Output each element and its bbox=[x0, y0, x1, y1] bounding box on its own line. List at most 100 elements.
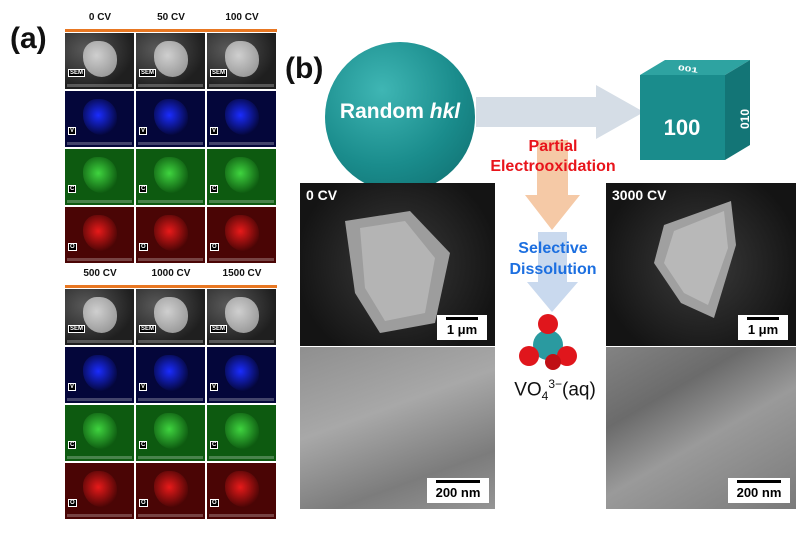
particle-blob bbox=[154, 41, 188, 77]
step-dissolution: Dissolution bbox=[509, 261, 597, 278]
row-tag: C bbox=[68, 441, 77, 449]
particle-blob bbox=[225, 471, 259, 507]
row-tag: SEM bbox=[210, 325, 228, 333]
down-arrow-pink-icon bbox=[525, 140, 580, 230]
column-header: 1000 CV bbox=[151, 268, 191, 279]
map-tile: C bbox=[136, 149, 205, 205]
micrograph-0cv: 0 CV 1 μm bbox=[300, 183, 495, 346]
column-header: 1500 CV bbox=[222, 268, 262, 279]
vo4-sup: 3− bbox=[548, 377, 563, 391]
map-tile: C bbox=[207, 149, 276, 205]
panel-b-label: (b) bbox=[285, 52, 324, 85]
sphere-label-text: Random bbox=[339, 100, 430, 123]
particle-blob bbox=[154, 471, 188, 507]
particle-blob bbox=[154, 157, 188, 193]
scale-bar: 1 μm bbox=[738, 315, 788, 340]
particle-blob bbox=[83, 157, 117, 193]
cube-icon bbox=[640, 60, 750, 160]
scale-text: 200 nm bbox=[435, 485, 481, 500]
vo4-sub: 4 bbox=[541, 389, 549, 404]
particle-blob bbox=[225, 297, 259, 333]
caption-strip bbox=[138, 398, 203, 401]
caption-strip bbox=[138, 340, 203, 343]
caption-strip bbox=[209, 456, 274, 459]
row-tag: V bbox=[210, 383, 219, 391]
particle-blob bbox=[225, 41, 259, 77]
caption-strip bbox=[209, 258, 274, 261]
particle-blob bbox=[225, 99, 259, 135]
row-tag: V bbox=[210, 127, 219, 135]
right-arrow-icon bbox=[476, 85, 644, 139]
row-tag: V bbox=[139, 127, 148, 135]
row-tag: O bbox=[68, 243, 77, 251]
micrograph-3000cv-zoom: 200 nm bbox=[606, 347, 796, 509]
row-tag: C bbox=[210, 185, 219, 193]
particle-blob bbox=[83, 355, 117, 391]
map-tile: SEM bbox=[207, 33, 276, 89]
row-tag: SEM bbox=[68, 69, 86, 77]
caption-strip bbox=[209, 200, 274, 203]
particle-blob bbox=[154, 215, 188, 251]
micrograph-label: 3000 CV bbox=[612, 187, 667, 203]
particle-blob bbox=[83, 297, 117, 333]
caption-strip bbox=[67, 258, 132, 261]
particle-blob bbox=[225, 157, 259, 193]
caption-strip bbox=[138, 456, 203, 459]
caption-strip bbox=[209, 84, 274, 87]
vo4-base: VO bbox=[514, 379, 542, 401]
cube-face-side: 010 bbox=[738, 108, 753, 130]
caption-strip bbox=[138, 142, 203, 145]
caption-strip bbox=[67, 84, 132, 87]
row-tag: SEM bbox=[139, 69, 157, 77]
map-tile: O bbox=[136, 463, 205, 519]
map-tile: O bbox=[65, 463, 134, 519]
row-tag: C bbox=[68, 185, 77, 193]
particle-blob bbox=[83, 99, 117, 135]
row-tag: O bbox=[139, 499, 148, 507]
row-tag: SEM bbox=[139, 325, 157, 333]
map-tile: SEM bbox=[207, 289, 276, 345]
scale-bar: 200 nm bbox=[427, 478, 489, 503]
scale-text: 1 μm bbox=[446, 322, 478, 337]
map-tile: V bbox=[136, 347, 205, 403]
caption-strip bbox=[67, 398, 132, 401]
column-header: 100 CV bbox=[225, 12, 259, 23]
vo4-suffix: (aq) bbox=[562, 379, 596, 401]
map-tile: C bbox=[136, 405, 205, 461]
caption-strip bbox=[138, 514, 203, 517]
scale-bar: 200 nm bbox=[728, 478, 790, 503]
map-tile: O bbox=[65, 207, 134, 263]
row-tag: SEM bbox=[210, 69, 228, 77]
map-tile: O bbox=[207, 207, 276, 263]
particle-icon bbox=[654, 201, 736, 318]
map-tile: C bbox=[65, 149, 134, 205]
map-tile: C bbox=[207, 405, 276, 461]
caption-strip bbox=[67, 142, 132, 145]
column-header: 50 CV bbox=[157, 12, 185, 23]
row-tag: SEM bbox=[68, 325, 86, 333]
particle-blob bbox=[83, 215, 117, 251]
cube-face-front: 100 bbox=[663, 115, 701, 140]
row-tag: V bbox=[68, 127, 77, 135]
map-tile: V bbox=[207, 91, 276, 147]
map-tile: SEM bbox=[136, 289, 205, 345]
particle-blob bbox=[83, 413, 117, 449]
particle-blob bbox=[225, 215, 259, 251]
particle-blob bbox=[83, 41, 117, 77]
sphere-label-hkl: hkl bbox=[429, 100, 461, 123]
micrograph-0cv-zoom: 200 nm bbox=[300, 347, 495, 509]
map-tile: V bbox=[136, 91, 205, 147]
caption-strip bbox=[138, 200, 203, 203]
sphere-label: Random hkl bbox=[325, 100, 475, 124]
caption-strip bbox=[209, 514, 274, 517]
vo4-molecule-icon bbox=[519, 314, 577, 370]
particle-blob bbox=[225, 413, 259, 449]
particle-blob bbox=[225, 355, 259, 391]
caption-strip bbox=[67, 340, 132, 343]
caption-strip bbox=[138, 84, 203, 87]
orange-divider bbox=[65, 285, 277, 288]
particle-blob bbox=[83, 471, 117, 507]
row-tag: C bbox=[139, 185, 148, 193]
map-tile: V bbox=[207, 347, 276, 403]
